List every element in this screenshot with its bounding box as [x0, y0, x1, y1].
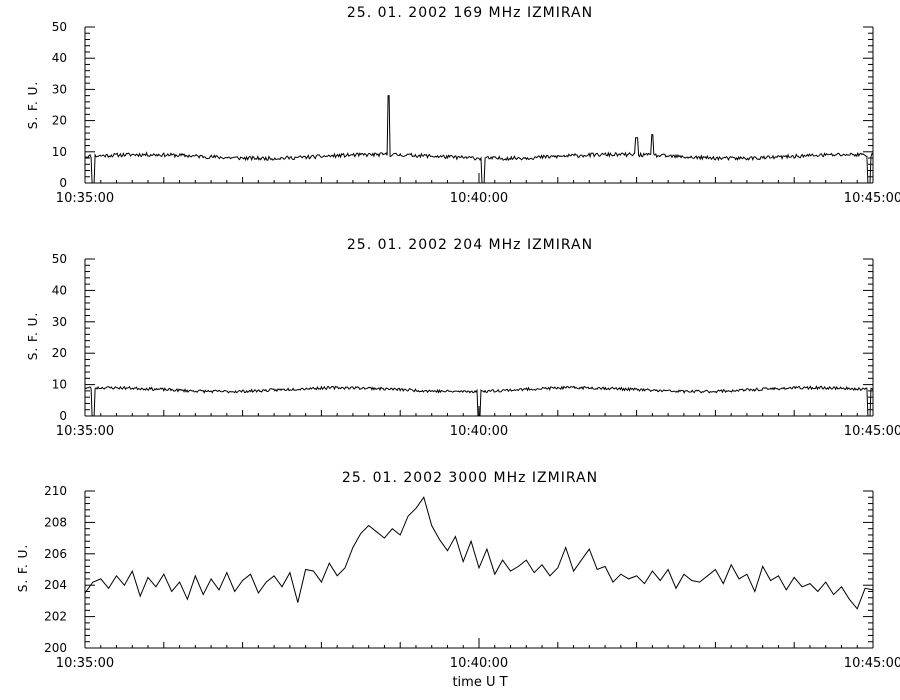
x-tick-labels: 10:35:00 10:40:00 10:45:00: [56, 191, 900, 206]
y-tick-label: 50: [52, 252, 67, 266]
y-tick-label: 40: [52, 51, 67, 65]
x-tick-label: 10:35:00: [56, 191, 114, 206]
x-tick-label: 10:45:00: [844, 656, 900, 671]
plot-area: [84, 95, 874, 184]
y-tick-label: 40: [52, 283, 67, 297]
chart-title: 25. 01. 2002 3000 MHz IZMIRAN: [342, 470, 598, 486]
series-line: [84, 95, 874, 184]
x-tick-label: 10:35:00: [56, 656, 114, 671]
chart-3000mhz: 25. 01. 2002 3000 MHz IZMIRAN S. F. U. 2…: [16, 470, 900, 690]
y-tick-label: 50: [52, 20, 67, 34]
y-tick-label: 10: [52, 145, 67, 159]
y-tick-label: 210: [44, 484, 67, 498]
y-axis-label: S. F. U.: [26, 312, 40, 360]
x-tick-labels: 10:35:00 10:40:00 10:45:00: [56, 424, 900, 439]
x-tick-label: 10:45:00: [844, 191, 900, 206]
axes-frame: [84, 490, 874, 649]
axes-frame: [84, 26, 874, 184]
x-tick-label: 10:40:00: [450, 424, 508, 439]
axes-frame: [84, 258, 874, 417]
y-tick-label: 0: [59, 409, 67, 423]
chart-title: 25. 01. 2002 169 MHz IZMIRAN: [347, 5, 593, 21]
chart-204mhz: 25. 01. 2002 204 MHz IZMIRAN S. F. U. 01…: [26, 237, 900, 439]
y-tick-label: 0: [59, 176, 67, 190]
x-tick-label: 10:35:00: [56, 424, 114, 439]
series-line: [84, 496, 874, 610]
y-tick-label: 206: [44, 547, 67, 561]
x-axis-label: time U T: [452, 675, 507, 690]
plot-area: [84, 496, 874, 610]
y-tick-label: 20: [52, 114, 67, 128]
y-axis-label: S. F. U.: [26, 81, 40, 129]
chart-169mhz: 25. 01. 2002 169 MHz IZMIRAN S. F. U. 01…: [26, 5, 900, 206]
y-tick-labels: 200 202 204 206 208 210: [44, 484, 67, 655]
y-tick-labels: 0 10 20 30 40 50: [52, 20, 67, 190]
y-tick-label: 202: [44, 610, 67, 624]
x-tick-label: 10:45:00: [844, 424, 900, 439]
y-tick-label: 200: [44, 641, 67, 655]
x-tick-label: 10:40:00: [450, 191, 508, 206]
y-tick-label: 30: [52, 82, 67, 96]
plot-area: [84, 385, 874, 417]
y-tick-labels: 0 10 20 30 40 50: [52, 252, 67, 423]
y-axis-label: S. F. U.: [16, 544, 30, 592]
y-tick-label: 208: [44, 515, 67, 529]
x-tick-labels: 10:35:00 10:40:00 10:45:00: [56, 656, 900, 671]
y-tick-label: 204: [44, 578, 67, 592]
y-tick-label: 20: [52, 346, 67, 360]
y-tick-label: 30: [52, 315, 67, 329]
chart-title: 25. 01. 2002 204 MHz IZMIRAN: [347, 237, 593, 253]
y-tick-label: 10: [52, 378, 67, 392]
series-line: [84, 385, 874, 417]
x-tick-label: 10:40:00: [450, 656, 508, 671]
